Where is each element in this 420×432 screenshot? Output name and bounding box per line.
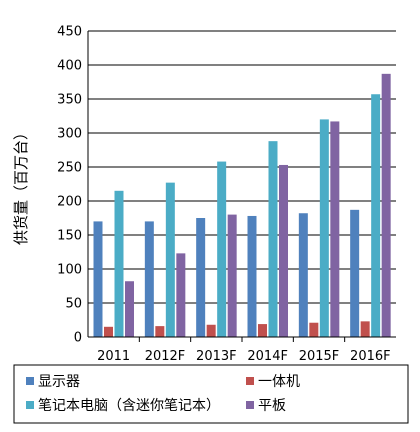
legend-swatch xyxy=(26,377,34,385)
bar xyxy=(371,94,381,338)
x-tick-label: 2015F xyxy=(299,349,340,364)
bar xyxy=(381,73,391,337)
legend-label: 一体机 xyxy=(258,374,300,390)
bar xyxy=(247,215,257,337)
bar xyxy=(330,121,340,337)
x-tick-label: 2014F xyxy=(247,349,288,364)
bars xyxy=(93,73,391,338)
legend-label: 笔记本电脑（含迷你笔记本） xyxy=(38,398,220,414)
bar xyxy=(155,326,165,337)
bar xyxy=(93,221,103,337)
legend-swatch xyxy=(26,401,34,409)
bar xyxy=(165,182,175,337)
y-tick-label: 100 xyxy=(57,263,82,278)
bar xyxy=(196,218,206,337)
bar xyxy=(279,164,288,337)
axes xyxy=(87,31,396,342)
bar xyxy=(125,281,134,337)
legend-swatch xyxy=(246,401,254,409)
y-tick-label: 350 xyxy=(57,93,82,108)
y-tick-label: 300 xyxy=(57,127,82,142)
bar xyxy=(319,119,329,338)
bar xyxy=(298,213,308,337)
y-tick-label: 0 xyxy=(74,331,82,346)
legend-label: 显示器 xyxy=(38,374,80,390)
y-axis-label: 供货量（百万台） xyxy=(12,125,30,245)
y-tick-label: 450 xyxy=(57,25,82,40)
bar xyxy=(217,161,227,337)
x-tick-label: 2013F xyxy=(196,349,237,364)
bar xyxy=(176,253,186,337)
bar xyxy=(206,324,216,337)
x-tick-labels: 2011 2012F 2013F 2014F 2015F 2016F xyxy=(97,349,390,364)
bar xyxy=(360,321,370,337)
x-tick-label: 2016F xyxy=(350,349,391,364)
x-tick-label: 2011 xyxy=(97,349,130,364)
bar xyxy=(227,214,237,337)
legend-swatch xyxy=(246,377,254,385)
legend-box xyxy=(13,364,409,424)
legend-label: 平板 xyxy=(258,398,286,414)
y-tick-label: 400 xyxy=(57,59,82,74)
x-tick-label: 2012F xyxy=(145,349,186,364)
y-tick-label: 250 xyxy=(57,161,82,176)
bar xyxy=(104,326,113,337)
bar xyxy=(268,141,278,337)
gridlines xyxy=(88,30,396,304)
y-tick-labels: 0 50 100 150 200 250 300 350 400 450 xyxy=(57,25,82,346)
bar xyxy=(114,190,124,337)
y-tick-label: 150 xyxy=(57,229,82,244)
y-tick-label: 200 xyxy=(57,195,82,210)
bar xyxy=(258,324,267,337)
y-tick-label: 50 xyxy=(65,297,82,312)
bar xyxy=(144,221,154,337)
bar xyxy=(350,209,360,337)
bar xyxy=(309,322,319,337)
